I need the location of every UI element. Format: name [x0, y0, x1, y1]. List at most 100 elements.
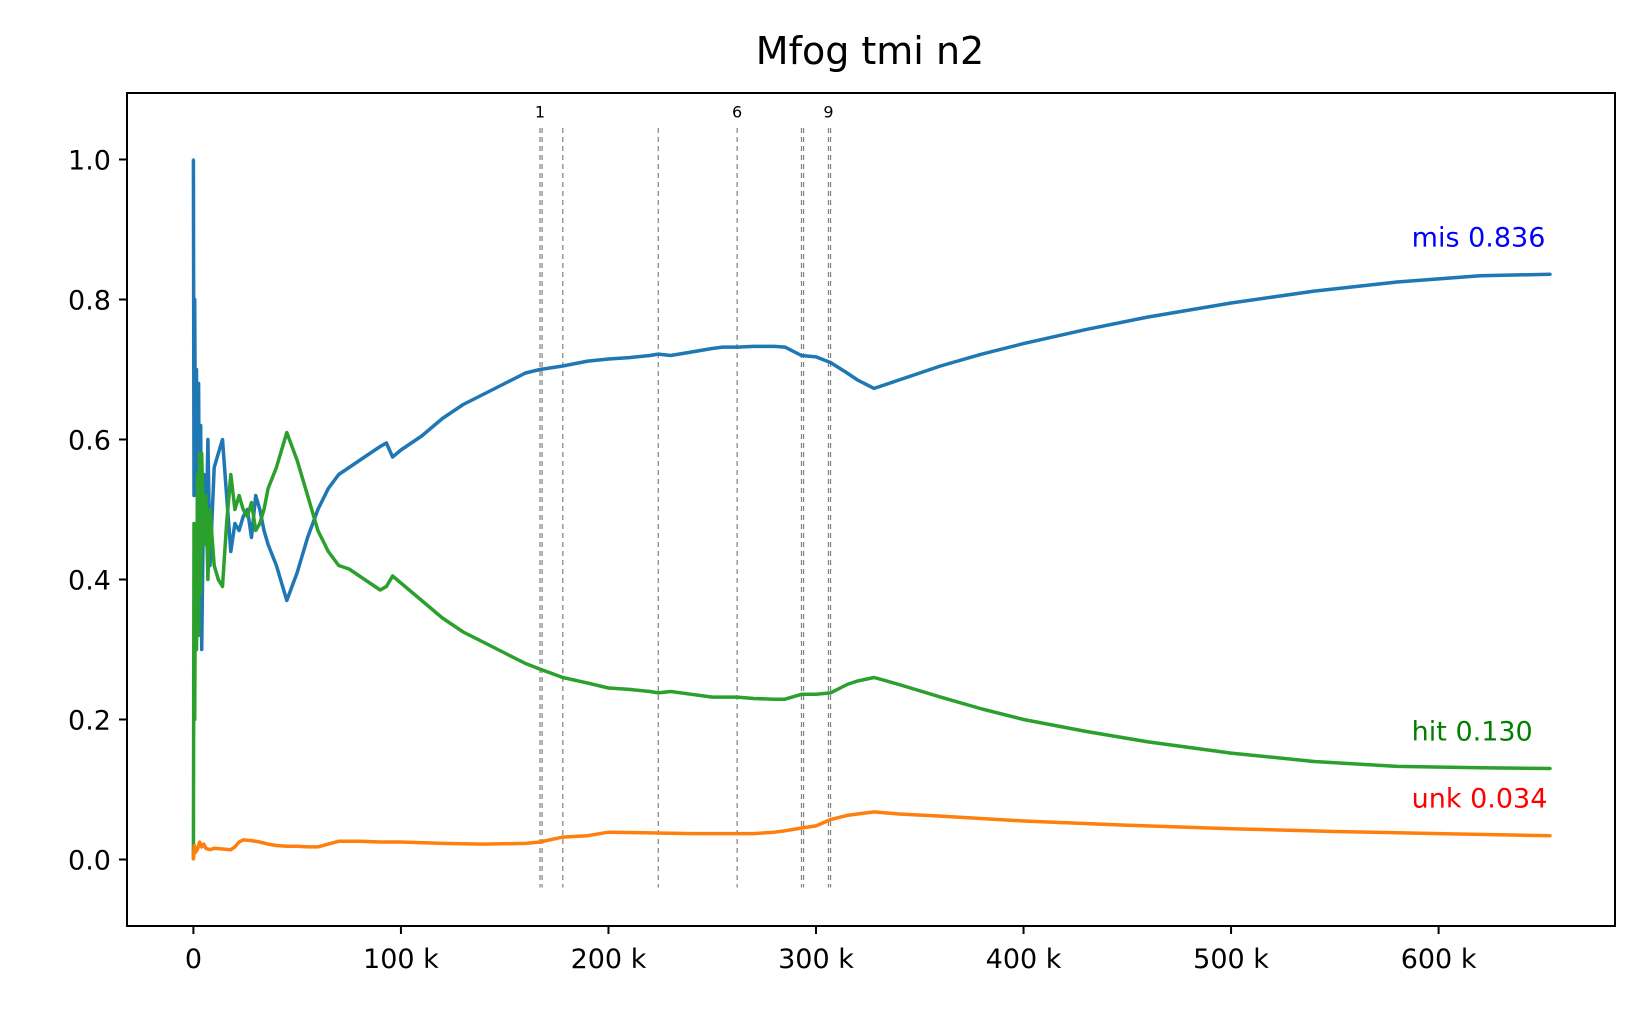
- series-line-hit: [191, 430, 1551, 860]
- data-point-mis: [503, 382, 506, 385]
- data-point-unk: [814, 824, 818, 828]
- y-tick-label: 0.4: [68, 566, 111, 597]
- x-tick-label: 300 k: [778, 944, 854, 975]
- data-point-mis: [783, 345, 787, 349]
- x-tick-label: 600 k: [1401, 944, 1477, 975]
- data-point-mis: [197, 382, 200, 385]
- data-point-hit: [229, 473, 232, 476]
- data-point-hit: [503, 651, 506, 655]
- data-point-hit: [524, 662, 527, 665]
- data-point-hit: [316, 529, 320, 532]
- data-point-mis: [735, 345, 739, 349]
- data-point-mis: [814, 355, 818, 359]
- data-point-hit: [441, 616, 444, 620]
- x-tick-label: 200 k: [571, 944, 647, 975]
- data-point-hit: [711, 695, 714, 699]
- series-end-label-unk: unk 0.034: [1412, 784, 1548, 815]
- data-point-hit: [385, 585, 388, 588]
- data-point-unk: [242, 838, 245, 842]
- data-point-mis: [192, 494, 196, 497]
- data-point-unk: [800, 826, 803, 830]
- data-point-unk: [829, 818, 832, 821]
- data-point-hit: [897, 683, 901, 686]
- plot-frame: [126, 92, 1616, 927]
- data-point-unk: [538, 840, 542, 844]
- data-point-unk: [856, 812, 859, 816]
- chart-title: Mfog tmi n2: [756, 29, 984, 73]
- data-point-unk: [773, 831, 776, 834]
- data-point-unk: [399, 840, 403, 844]
- data-point-unk: [196, 847, 199, 851]
- y-tick-label: 0.0: [68, 846, 111, 877]
- data-point-mis: [690, 350, 693, 354]
- data-point-mis: [561, 364, 564, 368]
- marker-label: 6: [732, 103, 742, 122]
- data-point-mis: [648, 354, 652, 357]
- data-point-hit: [208, 508, 212, 511]
- data-point-hit: [233, 508, 237, 511]
- data-point-unk: [752, 832, 755, 835]
- series-end-labels: mis 0.836 hit 0.130 unk 0.034: [1412, 222, 1548, 814]
- data-point-mis: [192, 158, 195, 161]
- series-end-label-mis: mis 0.836: [1412, 222, 1546, 253]
- data-point-hit: [1084, 730, 1088, 733]
- data-point-mis: [897, 378, 901, 382]
- data-point-mis: [262, 529, 266, 532]
- data-point-mis: [385, 441, 388, 445]
- series-lines: [191, 158, 1552, 861]
- data-point-hit: [199, 592, 202, 595]
- data-point-hit: [246, 515, 249, 518]
- data-point-unk: [200, 845, 203, 849]
- data-point-mis: [1146, 315, 1150, 319]
- data-point-unk: [296, 845, 299, 848]
- data-point-mis: [1549, 273, 1552, 276]
- data-point-hit: [237, 494, 241, 497]
- data-point-hit: [217, 578, 220, 581]
- data-point-hit: [773, 698, 776, 701]
- data-point-hit: [347, 567, 351, 571]
- data-point-mis: [980, 352, 984, 356]
- data-point-unk: [285, 845, 288, 848]
- y-tick-label: 0.2: [68, 706, 111, 737]
- data-point-hit: [204, 494, 208, 497]
- data-point-hit: [242, 508, 245, 511]
- data-point-mis: [1022, 342, 1025, 345]
- data-point-hit: [1229, 751, 1233, 755]
- data-point-hit: [225, 522, 228, 525]
- x-axis: 0 100 k 200 k 300 k 400 k 500 k 600 k: [185, 926, 1477, 975]
- data-point-unk: [198, 840, 201, 844]
- data-point-hit: [586, 681, 589, 685]
- data-point-unk: [250, 839, 253, 842]
- data-point-mis: [628, 356, 631, 359]
- data-point-unk: [524, 842, 527, 845]
- data-point-hit: [1146, 740, 1150, 744]
- data-point-unk: [1333, 830, 1337, 833]
- data-point-unk: [194, 851, 197, 854]
- data-point-unk: [204, 847, 208, 850]
- data-point-hit: [939, 695, 942, 699]
- data-point-hit: [337, 564, 340, 567]
- data-point-mis: [358, 459, 361, 462]
- data-point-unk: [192, 858, 195, 861]
- data-point-mis: [800, 354, 803, 357]
- data-point-mis: [1084, 328, 1088, 331]
- data-point-hit: [254, 529, 257, 532]
- data-point-unk: [690, 832, 693, 835]
- data-point-hit: [368, 581, 371, 585]
- data-point-mis: [275, 564, 278, 567]
- data-point-hit: [262, 508, 266, 511]
- data-point-unk: [845, 814, 849, 817]
- data-point-hit: [845, 683, 849, 686]
- data-point-hit: [607, 686, 610, 690]
- x-tick-label: 0: [185, 944, 202, 975]
- data-point-unk: [939, 814, 942, 818]
- data-point-unk: [202, 842, 205, 846]
- data-point-mis: [441, 417, 444, 420]
- data-point-hit: [196, 473, 199, 476]
- data-point-mis: [237, 529, 241, 532]
- data-point-mis: [199, 424, 202, 427]
- data-point-hit: [829, 691, 832, 695]
- data-point-hit: [980, 707, 984, 711]
